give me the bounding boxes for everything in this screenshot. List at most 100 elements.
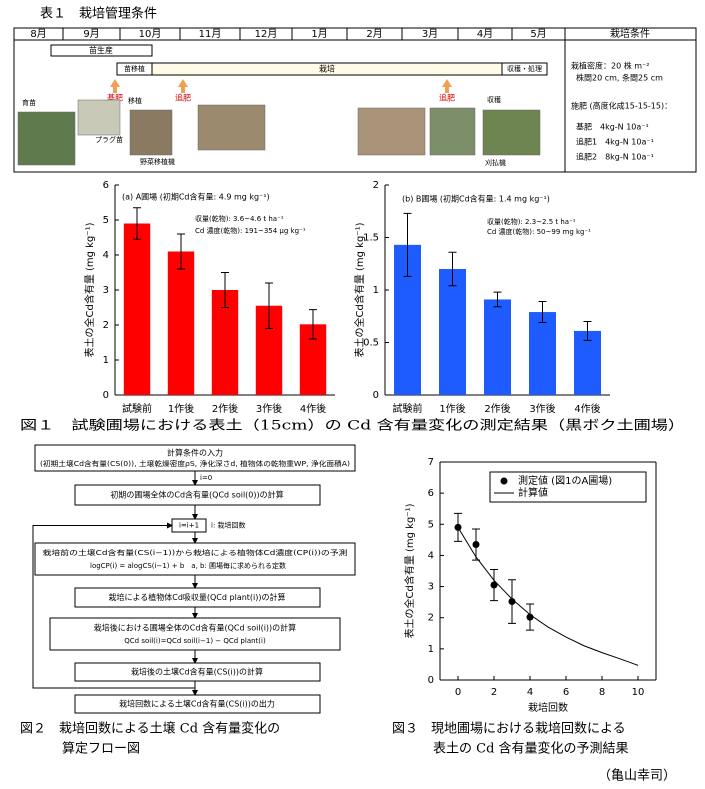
stage-label: 栽培: [319, 64, 335, 74]
y-tick-label: 0: [103, 390, 109, 401]
y-tick-label: 1: [103, 355, 109, 366]
flow-label: 栽培回数による土壌Cd含有量(CS(i))の出力: [119, 699, 275, 709]
fertilizer-label: 追肥: [439, 93, 455, 103]
table-title: 表１ 栽培管理条件: [40, 6, 157, 22]
y-axis-label: 表土の全Cd含有量 (mg kg⁻¹): [403, 503, 416, 638]
flow-label: 栽培後における圃場全体のCd含有量(QCd soil(i))の計算: [94, 623, 296, 633]
photo-label: 野菜移植機: [140, 157, 175, 166]
x-tick-label: 1作後: [168, 402, 194, 415]
photo: [17, 111, 76, 166]
x-tick-label: 試験前: [393, 402, 423, 415]
flow-box: [34, 444, 356, 472]
flow-label: 初期の圃場全体のCd含有量(QCd soil(0))の計算: [110, 490, 283, 500]
flow-detail: (初期土壌Cd含有量(CS(0)), 土壌乾燥密度ρS, 浄化深さd, 植物体の…: [40, 459, 350, 468]
month-label: 1月: [311, 28, 327, 40]
month-label: 9月: [83, 28, 99, 40]
condition: 基肥 4kg-N 10a⁻¹: [576, 122, 649, 132]
bar: [574, 330, 601, 395]
flow-box: [74, 484, 321, 506]
fertilizer-arrow: [442, 79, 452, 93]
flow-label: 計算条件の入力: [167, 448, 223, 458]
condition: 追肥1 4kg-N 10a⁻¹: [576, 137, 654, 147]
photo: [357, 107, 426, 156]
photo-label: 収穫: [487, 95, 501, 104]
annotation: Cd 濃度(乾物): 191~354 μg kg⁻¹: [195, 226, 306, 235]
error-bar: [133, 207, 141, 240]
x-tick-label: 2: [491, 687, 497, 698]
stage-label: 収穫・処理: [507, 64, 542, 73]
bar: [439, 269, 466, 395]
y-axis-label: 表土の全Cd含有量 (mg kg⁻¹): [353, 222, 366, 357]
stage-bar: [50, 44, 153, 57]
annotation: 収量(乾物): 3.6~4.6 t ha⁻¹: [195, 214, 284, 223]
error-bar: [177, 233, 185, 270]
error-bar: [221, 272, 229, 308]
y-tick-label: 5: [428, 519, 434, 530]
flow-box: [49, 617, 341, 651]
x-tick-label: 4: [527, 687, 533, 698]
bar: [529, 312, 556, 395]
y-tick-label: 0: [428, 675, 434, 686]
photo-label: 移植: [128, 96, 142, 105]
x-axis-label: 栽培回数: [528, 701, 568, 714]
data-point: [490, 581, 498, 589]
charts: 0 1 2 3 4 5 6 表土の全Cd含有量 (mg kg⁻¹) (a) A圃場 (初期Cd含…: [83, 180, 657, 714]
y-tick-label: 5: [103, 215, 109, 226]
month-label: 3月: [422, 28, 438, 40]
author: （亀山幸司）: [598, 769, 676, 784]
error-bar: [538, 301, 547, 324]
data-line: [457, 527, 639, 666]
chart-title: (b) B圃場 (初期Cd含有量: 1.4 mg kg⁻¹): [402, 194, 550, 204]
y-tick-label: 7: [428, 457, 434, 468]
error-bar: [583, 321, 592, 341]
stage-bar: [501, 62, 548, 76]
y-tick-label: 2: [103, 320, 109, 331]
flow-box: [74, 587, 321, 608]
y-tick-label: 6: [428, 488, 434, 499]
flow-counter: i=0: [200, 474, 212, 482]
fertilizer-label: 基肥: [107, 93, 123, 103]
month-label: 2月: [366, 28, 382, 40]
annotation: Cd 濃度(乾物): 50~99 mg kg⁻¹: [487, 227, 591, 236]
flow-loop: [32, 522, 195, 689]
figure-caption: 図２ 栽培回数による土壌 Cd 含有量変化の: [20, 721, 280, 737]
month-label: 11月: [199, 28, 222, 40]
flow-detail: logCP(i) = alogCS(i−1) + b a, b: 圃場毎に求めら…: [90, 561, 286, 570]
legend-label: 測定値 (図1のA圃場): [518, 474, 612, 487]
month-label: 4月: [477, 28, 493, 40]
x-tick-label: 3作後: [256, 402, 282, 415]
y-tick-label: 0: [373, 390, 379, 401]
flow-label: 栽培後の土壌Cd含有量(CS(i))の計算: [131, 667, 263, 677]
stage-label: 苗移植: [124, 64, 145, 73]
error-bar: [448, 251, 457, 287]
flow-box: [74, 694, 321, 714]
annotation: 収量(乾物): 2.3~2.5 t ha⁻¹: [487, 217, 576, 226]
month-label: 12月: [255, 28, 278, 40]
y-tick-label: 2: [373, 180, 379, 191]
fertilizer-label: 追肥: [175, 93, 191, 103]
bar: [484, 299, 511, 395]
photo: [482, 109, 541, 156]
bar: [167, 251, 195, 395]
y-tick-label: 4: [103, 250, 109, 261]
legend-marker: [500, 477, 508, 485]
error-bar: [493, 291, 502, 308]
x-tick-label: 4作後: [300, 402, 326, 415]
legend-box: [489, 471, 647, 503]
chart-title: (a) A圃場 (初期Cd含有量: 4.9 mg kg⁻¹): [122, 192, 270, 202]
y-tick-label: 3: [428, 582, 434, 593]
y-tick-label: 3: [103, 285, 109, 296]
flow-note: i: 栽培回数: [211, 521, 246, 530]
x-tick-label: 2作後: [212, 402, 238, 415]
y-tick-label: 1: [428, 644, 434, 655]
y-tick-label: 1: [373, 285, 379, 296]
y-tick-label: 4: [428, 550, 434, 561]
flow-detail: QCd soil(i)=QCd soil(i−1) − QCd plant(i): [124, 637, 266, 645]
x-tick-label: 0: [455, 687, 461, 698]
fertilizer-arrow: [178, 79, 188, 93]
error-bar: [309, 309, 317, 340]
photo: [77, 99, 121, 136]
error-bar: [265, 282, 273, 329]
figure-caption: 表土の Cd 含有量変化の予測結果: [433, 741, 629, 757]
